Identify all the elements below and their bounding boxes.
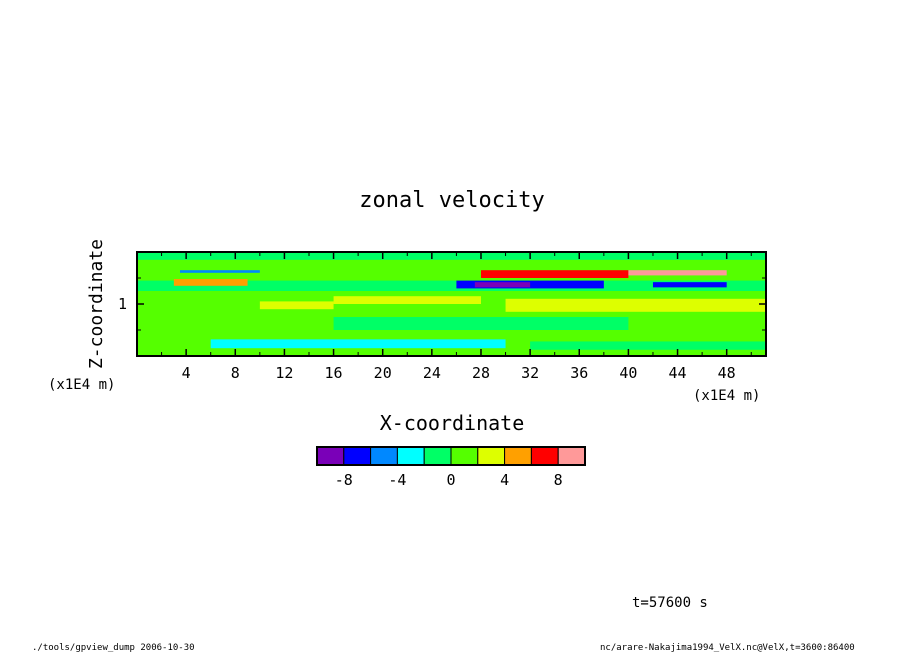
field-region xyxy=(137,252,766,260)
field-region xyxy=(137,259,766,271)
y-axis-unit: (x1E4 m) xyxy=(48,377,115,393)
field-region xyxy=(173,279,248,286)
x-tick-label: 8 xyxy=(231,364,240,382)
field-region xyxy=(530,341,766,350)
field-region xyxy=(505,298,766,312)
colorbar-tick-label: 4 xyxy=(500,471,509,489)
colorbar-swatch xyxy=(370,446,398,466)
colorbar-swatch xyxy=(450,446,479,466)
field-region xyxy=(646,268,721,274)
colorbar-tick-label: 8 xyxy=(554,471,563,489)
x-tick-label: 20 xyxy=(374,364,392,382)
colorbar-frame xyxy=(316,446,586,466)
colorbar-tick-label: -8 xyxy=(335,471,353,489)
colorbar-swatch xyxy=(316,446,345,466)
time-stamp: t=57600 s xyxy=(632,595,708,611)
x-tick-label: 16 xyxy=(325,364,343,382)
field-region xyxy=(333,317,629,330)
field-region xyxy=(259,301,334,310)
x-tick-label: 44 xyxy=(669,364,687,382)
field-region xyxy=(210,339,506,349)
field-region xyxy=(652,282,727,288)
y-tick-label: 1 xyxy=(118,295,127,313)
velocity-field xyxy=(137,252,766,356)
field-region xyxy=(333,296,481,304)
chart-title: zonal velocity xyxy=(359,188,544,213)
axis-ticks: 4 8 12 16 20 24 28 32 36 40 44 481 xyxy=(118,252,766,382)
x-tick-label: 4 xyxy=(182,364,191,382)
x-tick-label: 12 xyxy=(275,364,293,382)
x-tick-label: 32 xyxy=(521,364,539,382)
y-axis-label: Z-coordinate xyxy=(86,239,107,369)
x-tick-label: 24 xyxy=(423,364,441,382)
x-tick-label: 48 xyxy=(718,364,736,382)
colorbar-swatch xyxy=(557,446,586,466)
colorbar-tick-label: -4 xyxy=(388,471,406,489)
field-region xyxy=(474,282,531,288)
colorbar-swatch xyxy=(504,446,532,466)
colorbar-swatch xyxy=(423,446,452,466)
x-axis-label: X-coordinate xyxy=(380,411,525,435)
x-tick-label: 36 xyxy=(570,364,588,382)
x-tick-label: 40 xyxy=(619,364,637,382)
footer-right-note: nc/arare-Nakajima1994_VelX.nc@VelX,t=360… xyxy=(600,643,855,653)
colorbar: -8 -4 0 4 8 xyxy=(316,446,586,489)
footer-left-note: ./tools/gpview_dump 2006-10-30 xyxy=(32,643,195,653)
field-region xyxy=(480,267,629,278)
colorbar-swatch xyxy=(530,446,559,466)
colorbar-swatch xyxy=(477,446,506,466)
colorbar-swatch xyxy=(343,446,372,466)
colorbar-tick-label: 0 xyxy=(446,471,455,489)
x-tick-label: 28 xyxy=(472,364,490,382)
colorbar-swatch xyxy=(396,446,425,466)
field-region xyxy=(137,280,766,291)
x-axis-unit: (x1E4 m) xyxy=(693,388,760,404)
